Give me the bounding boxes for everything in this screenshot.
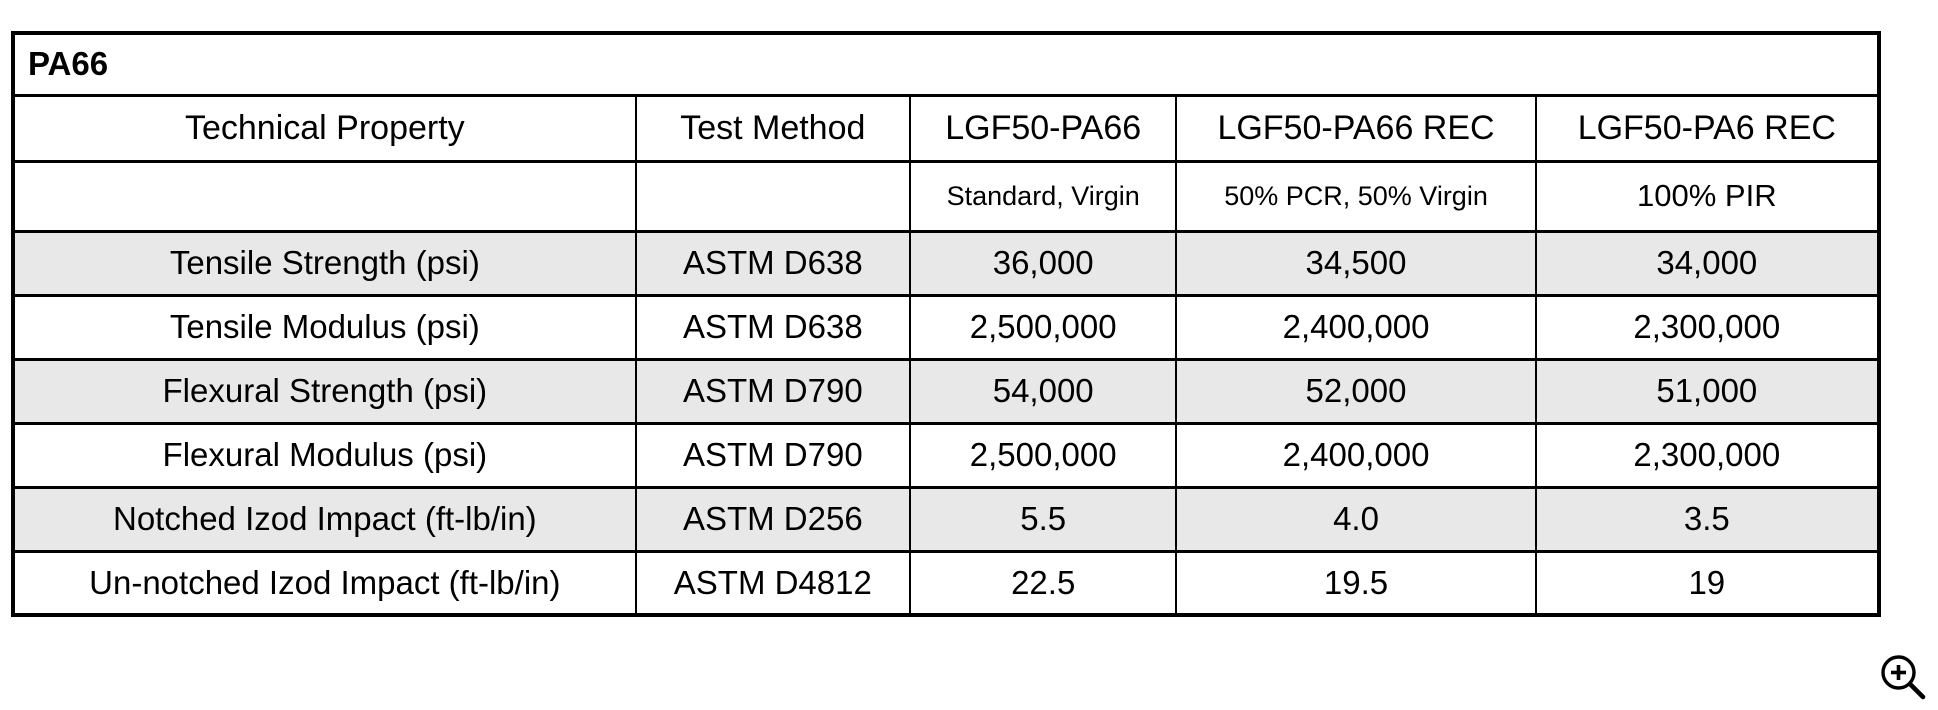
- pa66-spec-table: PA66 Technical Property Test Method LGF5…: [11, 31, 1881, 617]
- table-row-flexural-modulus: Flexural Modulus (psi) ASTM D790 2,500,0…: [12, 421, 1881, 489]
- table-row-flexural-strength: Flexural Strength (psi) ASTM D790 54,000…: [12, 357, 1881, 425]
- table-row-tensile-modulus: Tensile Modulus (psi) ASTM D638 2,500,00…: [12, 293, 1881, 361]
- col-header-technical-property: Technical Property: [12, 93, 637, 162]
- col-header-lgf50-pa66: LGF50-PA66: [908, 93, 1178, 162]
- zoom-in-icon[interactable]: [1879, 654, 1927, 702]
- subheader-pcr-virgin: 50% PCR, 50% Virgin: [1175, 159, 1537, 233]
- subheader-empty-cell: [634, 159, 911, 233]
- property-cell: Flexural Strength (psi): [12, 357, 637, 425]
- property-cell: Tensile Modulus (psi): [12, 293, 637, 361]
- property-cell: Tensile Strength (psi): [12, 229, 637, 297]
- value-cell: 2,300,000: [1534, 421, 1881, 489]
- value-cell: 19.5: [1175, 549, 1537, 617]
- subheader-empty-cell: [12, 159, 637, 233]
- table-subheader-row: Standard, Virgin 50% PCR, 50% Virgin 100…: [12, 159, 1881, 233]
- value-cell: 2,400,000: [1175, 421, 1537, 489]
- property-cell: Flexural Modulus (psi): [12, 421, 637, 489]
- value-cell: 3.5: [1534, 485, 1881, 553]
- table-title-row: PA66: [12, 31, 1880, 96]
- value-cell: 54,000: [908, 357, 1178, 425]
- col-header-test-method: Test Method: [634, 93, 911, 162]
- value-cell: 36,000: [908, 229, 1178, 297]
- value-cell: 2,300,000: [1534, 293, 1881, 361]
- value-cell: 22.5: [908, 549, 1178, 617]
- test-method-cell: ASTM D638: [634, 293, 911, 361]
- test-method-cell: ASTM D4812: [634, 549, 911, 617]
- value-cell: 2,500,000: [908, 421, 1178, 489]
- value-cell: 2,400,000: [1175, 293, 1537, 361]
- property-cell: Un-notched Izod Impact (ft-lb/in): [12, 549, 637, 617]
- value-cell: 2,500,000: [908, 293, 1178, 361]
- table-row-unnotched-izod-impact: Un-notched Izod Impact (ft-lb/in) ASTM D…: [12, 549, 1881, 617]
- value-cell: 34,000: [1534, 229, 1881, 297]
- property-cell: Notched Izod Impact (ft-lb/in): [12, 485, 637, 553]
- test-method-cell: ASTM D790: [634, 421, 911, 489]
- test-method-cell: ASTM D638: [634, 229, 911, 297]
- value-cell: 5.5: [908, 485, 1178, 553]
- value-cell: 51,000: [1534, 357, 1881, 425]
- test-method-cell: ASTM D790: [634, 357, 911, 425]
- table-header-row: Technical Property Test Method LGF50-PA6…: [12, 93, 1881, 162]
- table-row-notched-izod-impact: Notched Izod Impact (ft-lb/in) ASTM D256…: [12, 485, 1881, 553]
- test-method-cell: ASTM D256: [634, 485, 911, 553]
- col-header-lgf50-pa66-rec: LGF50-PA66 REC: [1175, 93, 1537, 162]
- table-title: PA66: [12, 31, 1880, 96]
- value-cell: 19: [1534, 549, 1881, 617]
- value-cell: 34,500: [1175, 229, 1537, 297]
- value-cell: 4.0: [1175, 485, 1537, 553]
- table-row-tensile-strength: Tensile Strength (psi) ASTM D638 36,000 …: [12, 229, 1881, 297]
- subheader-pir: 100% PIR: [1534, 159, 1881, 233]
- value-cell: 52,000: [1175, 357, 1537, 425]
- subheader-standard-virgin: Standard, Virgin: [908, 159, 1178, 233]
- col-header-lgf50-pa6-rec: LGF50-PA6 REC: [1534, 93, 1881, 162]
